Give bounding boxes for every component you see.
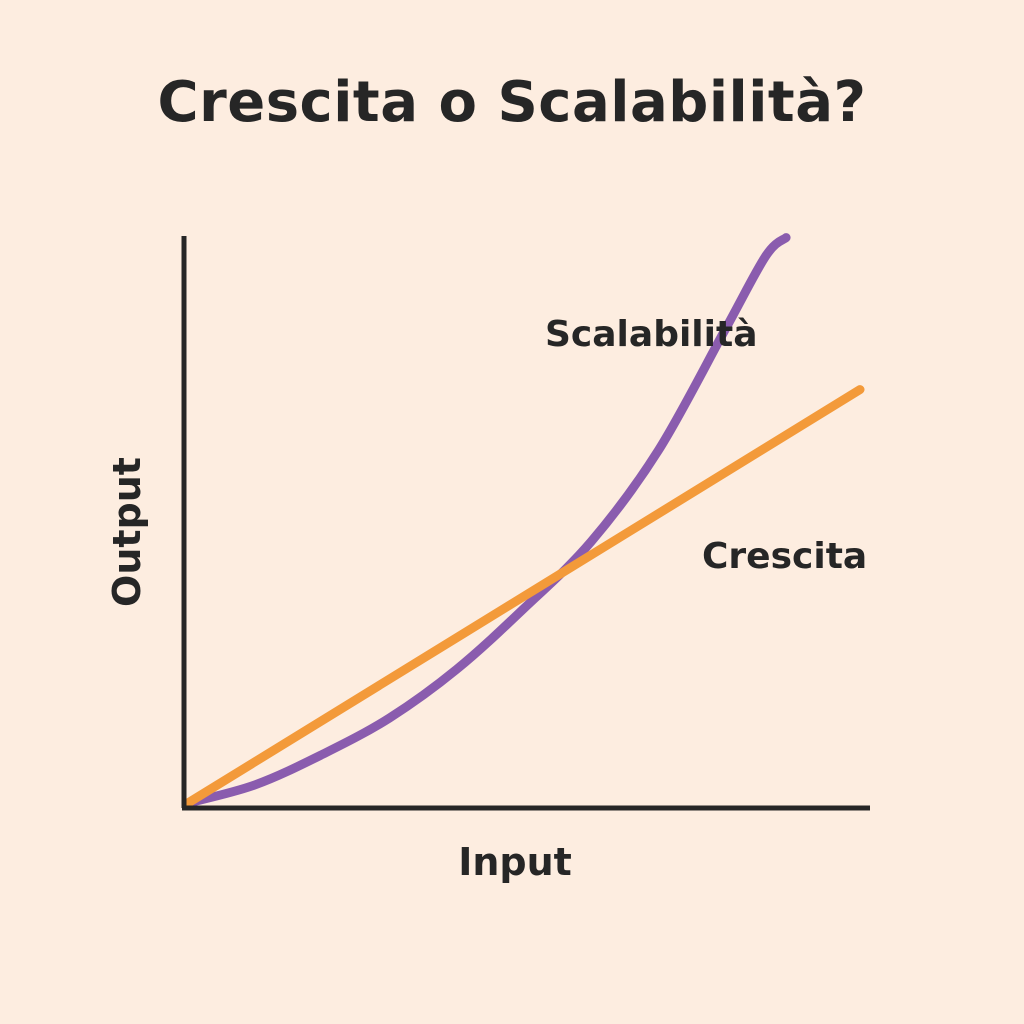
series-layer (183, 233, 865, 808)
y-axis-label: Output (105, 457, 149, 607)
series-line-crescita (183, 385, 865, 808)
series-label-scalabilita: Scalabilità (545, 314, 757, 355)
chart-title: Crescita o Scalabilità? (157, 70, 867, 135)
x-axis-label: Input (458, 840, 572, 884)
series-line-scalabilita (183, 233, 791, 808)
series-label-crescita: Crescita (702, 536, 867, 577)
